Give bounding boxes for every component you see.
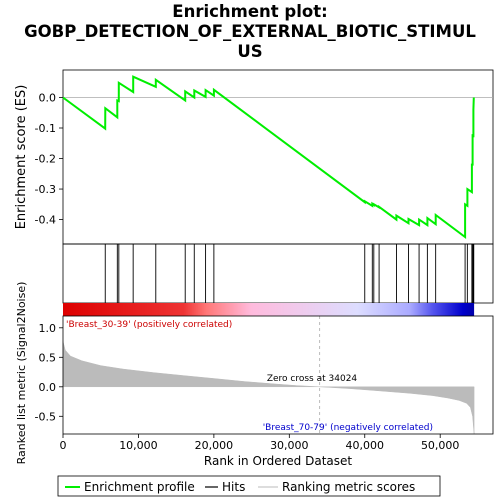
hit-marks xyxy=(104,244,475,303)
x-tick-label: 40,000 xyxy=(346,439,385,452)
ranked-metric-panel: 1.0 0.5 0.0 -0.5 'Breast_30-39' (positively… xyxy=(15,282,494,465)
x-axis-label: Rank in Ordered Dataset xyxy=(204,454,352,468)
negative-correlation-label: 'Breast_70-79' (negatively correlated) xyxy=(263,423,433,433)
ranked-y-ticks: 1.0 0.5 0.0 -0.5 xyxy=(35,322,63,423)
es-y-ticks: 0.0 -0.1 -0.2 -0.3 -0.4 xyxy=(35,91,63,227)
title-line-2: GOBP_DETECTION_OF_EXTERNAL_BIOTIC_STIMUL xyxy=(24,22,476,41)
ranked-y-axis-label: Ranked list metric (Signal2Noise) xyxy=(15,282,28,465)
title-line-1: Enrichment plot: xyxy=(172,2,328,21)
es-y-tick-label: -0.3 xyxy=(35,183,56,196)
hits-panel xyxy=(62,243,494,304)
legend-frame xyxy=(57,475,441,497)
hits-panel-frame xyxy=(62,243,494,304)
legend: Enrichment profile Hits Ranking metric s… xyxy=(57,475,441,497)
enrichment-profile-line xyxy=(62,75,475,239)
x-tick-label: 0 xyxy=(60,439,67,452)
es-y-tick-label: -0.1 xyxy=(35,122,56,135)
zero-cross-label: Zero cross at 34024 xyxy=(267,374,358,384)
es-y-tick-label: -0.2 xyxy=(35,153,56,166)
ranked-metric-area-group xyxy=(62,341,475,435)
ranked-y-tick-label: 0.5 xyxy=(39,351,57,364)
legend-label-ranking: Ranking metric scores xyxy=(282,480,415,494)
title-line-3: US xyxy=(237,42,263,61)
legend-label-hits: Hits xyxy=(222,480,245,494)
ranked-y-tick-label: -0.5 xyxy=(35,410,56,423)
ranked-panel-frame xyxy=(62,315,494,435)
es-line-group xyxy=(62,75,475,239)
x-tick-label: 10,000 xyxy=(119,439,158,452)
ranked-y-tick-label: 1.0 xyxy=(39,322,57,335)
rank-gradient-bar xyxy=(63,303,475,316)
x-tick-label: 30,000 xyxy=(270,439,309,452)
es-y-tick-label: -0.4 xyxy=(35,214,56,227)
ranked-y-tick-label: 0.0 xyxy=(39,381,57,394)
x-tick-label: 50,000 xyxy=(421,439,460,452)
x-tick-label: 20,000 xyxy=(195,439,234,452)
es-panel: 0.0 -0.1 -0.2 -0.3 -0.4 Enrichment score (ES… xyxy=(14,69,494,245)
es-y-axis-label: Enrichment score (ES) xyxy=(14,85,29,230)
es-y-tick-label: 0.0 xyxy=(39,91,57,104)
legend-label-enrichment: Enrichment profile xyxy=(84,480,195,494)
chart-title: Enrichment plot: GOBP_DETECTION_OF_EXTER… xyxy=(0,2,500,62)
positive-correlation-label: 'Breast_30-39' (positively correlated) xyxy=(66,320,232,330)
x-axis-ticks: 0 10,000 20,000 30,000 40,000 50,000 xyxy=(60,434,460,452)
ranking-metric-area xyxy=(62,341,475,435)
